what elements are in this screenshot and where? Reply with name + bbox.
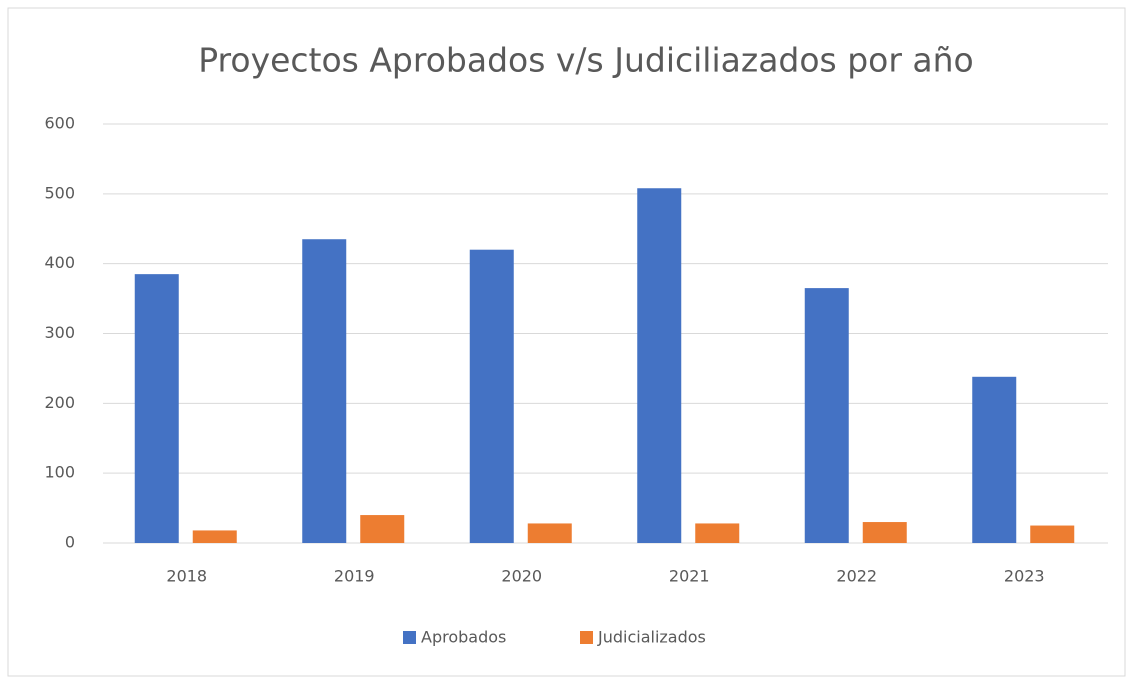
x-tick-label: 2021	[669, 567, 710, 586]
y-tick-label: 400	[44, 253, 75, 272]
y-tick-label: 200	[44, 393, 75, 412]
bar	[1030, 525, 1075, 543]
x-tick-label: 2020	[501, 567, 542, 586]
y-tick-label: 100	[44, 463, 75, 482]
bar	[527, 523, 572, 543]
bar	[862, 522, 907, 543]
x-tick-label: 2023	[1004, 567, 1045, 586]
bar	[804, 288, 849, 543]
chart-title: Proyectos Aprobados v/s Judiciliazados p…	[198, 41, 974, 80]
legend-swatch	[403, 631, 416, 644]
x-tick-label: 2018	[166, 567, 207, 586]
y-tick-label: 500	[44, 183, 75, 202]
bar	[302, 239, 347, 543]
y-tick-label: 300	[44, 323, 75, 342]
bar	[192, 530, 237, 543]
bar	[695, 523, 740, 543]
bar	[637, 188, 682, 543]
legend-label: Judicializados	[597, 628, 706, 647]
y-tick-label: 600	[44, 114, 75, 133]
y-tick-label: 0	[65, 533, 75, 552]
bar	[972, 376, 1017, 543]
x-tick-label: 2019	[334, 567, 375, 586]
bar	[360, 515, 405, 543]
chart-frame	[7, 7, 1126, 677]
legend-label: Aprobados	[421, 628, 506, 647]
x-tick-label: 2022	[836, 567, 877, 586]
legend-swatch	[580, 631, 593, 644]
bar	[134, 274, 179, 543]
bar	[469, 249, 514, 543]
